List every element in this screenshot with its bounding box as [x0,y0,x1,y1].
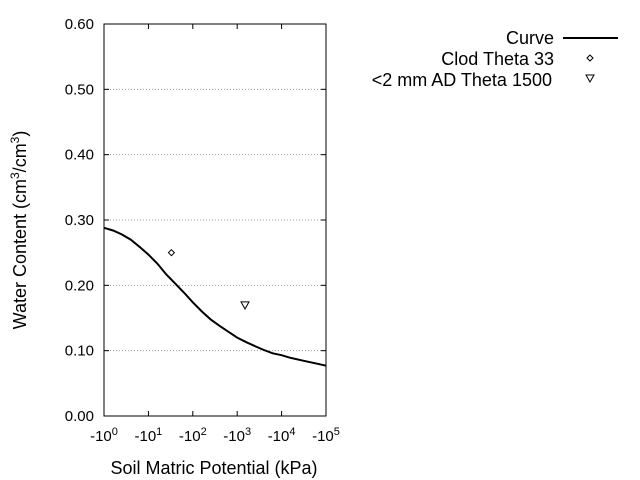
x-axis-title: Soil Matric Potential (kPa) [110,458,317,478]
y-tick-label: 0.10 [65,343,94,360]
legend-marker-triangle [585,74,595,84]
x-tick-label: -101 [134,426,162,445]
y-tick-label: 0.30 [65,212,94,229]
x-tick-label: -104 [268,426,296,445]
x-tick-label: -105 [312,426,340,445]
legend-label-ad: <2 mm AD Theta 1500 [372,70,552,90]
y-axis-title: Water Content (cm3/cm3) [8,131,30,330]
data-point-triangle [240,301,250,310]
data-point-diamond [167,248,176,257]
x-tick-label: -102 [179,426,207,445]
x-tick-label: -103 [223,426,251,445]
legend: Curve Clod Theta 33 <2 mm AD Theta 1500 [372,28,618,90]
y-tick-label: 0.20 [65,277,94,294]
y-tick-label: 0.40 [65,147,94,164]
axis-ticks [103,23,327,417]
legend-marker-diamond [586,54,594,62]
y-tick-label: 0.50 [65,81,94,98]
y-tick-label: 0.00 [65,408,94,425]
y-tick-label: 0.60 [65,16,94,33]
legend-label-clod: Clod Theta 33 [441,49,554,69]
curve-line [103,226,327,367]
x-tick-labels: -100 -101 -102 -103 -104 -105 [90,426,340,445]
series-layer [103,226,327,367]
x-tick-label: -100 [90,426,118,445]
grid-lines [104,88,326,352]
legend-label-curve: Curve [506,28,554,48]
y-tick-labels: 0.00 0.10 0.20 0.30 0.40 0.50 0.60 [65,16,94,425]
